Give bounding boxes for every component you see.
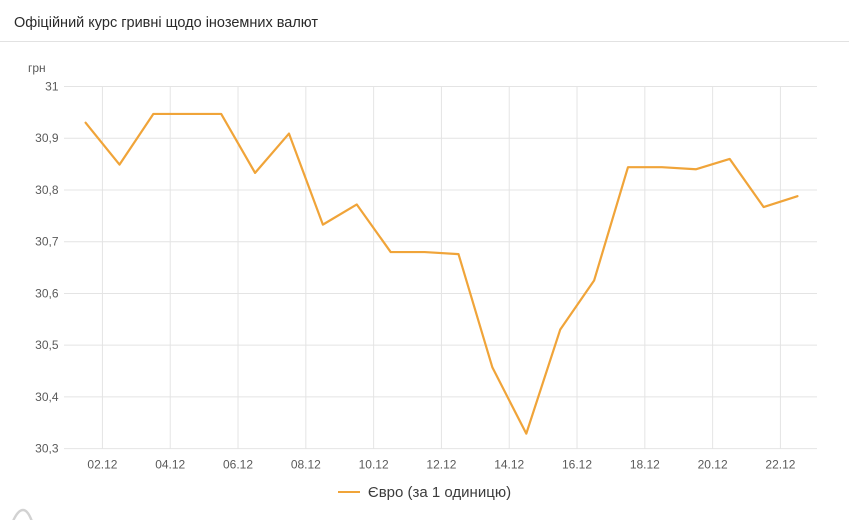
svg-text:31: 31 <box>45 80 59 94</box>
svg-text:10.12: 10.12 <box>359 458 389 472</box>
svg-text:30,3: 30,3 <box>35 442 59 456</box>
svg-text:30,6: 30,6 <box>35 286 59 300</box>
svg-text:20.12: 20.12 <box>698 458 728 472</box>
svg-text:02.12: 02.12 <box>87 458 117 472</box>
svg-text:30,9: 30,9 <box>35 131 59 145</box>
svg-text:18.12: 18.12 <box>630 458 660 472</box>
svg-text:04.12: 04.12 <box>155 458 185 472</box>
svg-text:22.12: 22.12 <box>765 458 795 472</box>
svg-text:30,7: 30,7 <box>35 235 59 249</box>
svg-text:14.12: 14.12 <box>494 458 524 472</box>
svg-text:16.12: 16.12 <box>562 458 592 472</box>
svg-text:30,8: 30,8 <box>35 183 59 197</box>
svg-text:12.12: 12.12 <box>426 458 456 472</box>
svg-text:30,4: 30,4 <box>35 390 59 404</box>
svg-text:08.12: 08.12 <box>291 458 321 472</box>
svg-text:06.12: 06.12 <box>223 458 253 472</box>
svg-text:30,5: 30,5 <box>35 338 59 352</box>
